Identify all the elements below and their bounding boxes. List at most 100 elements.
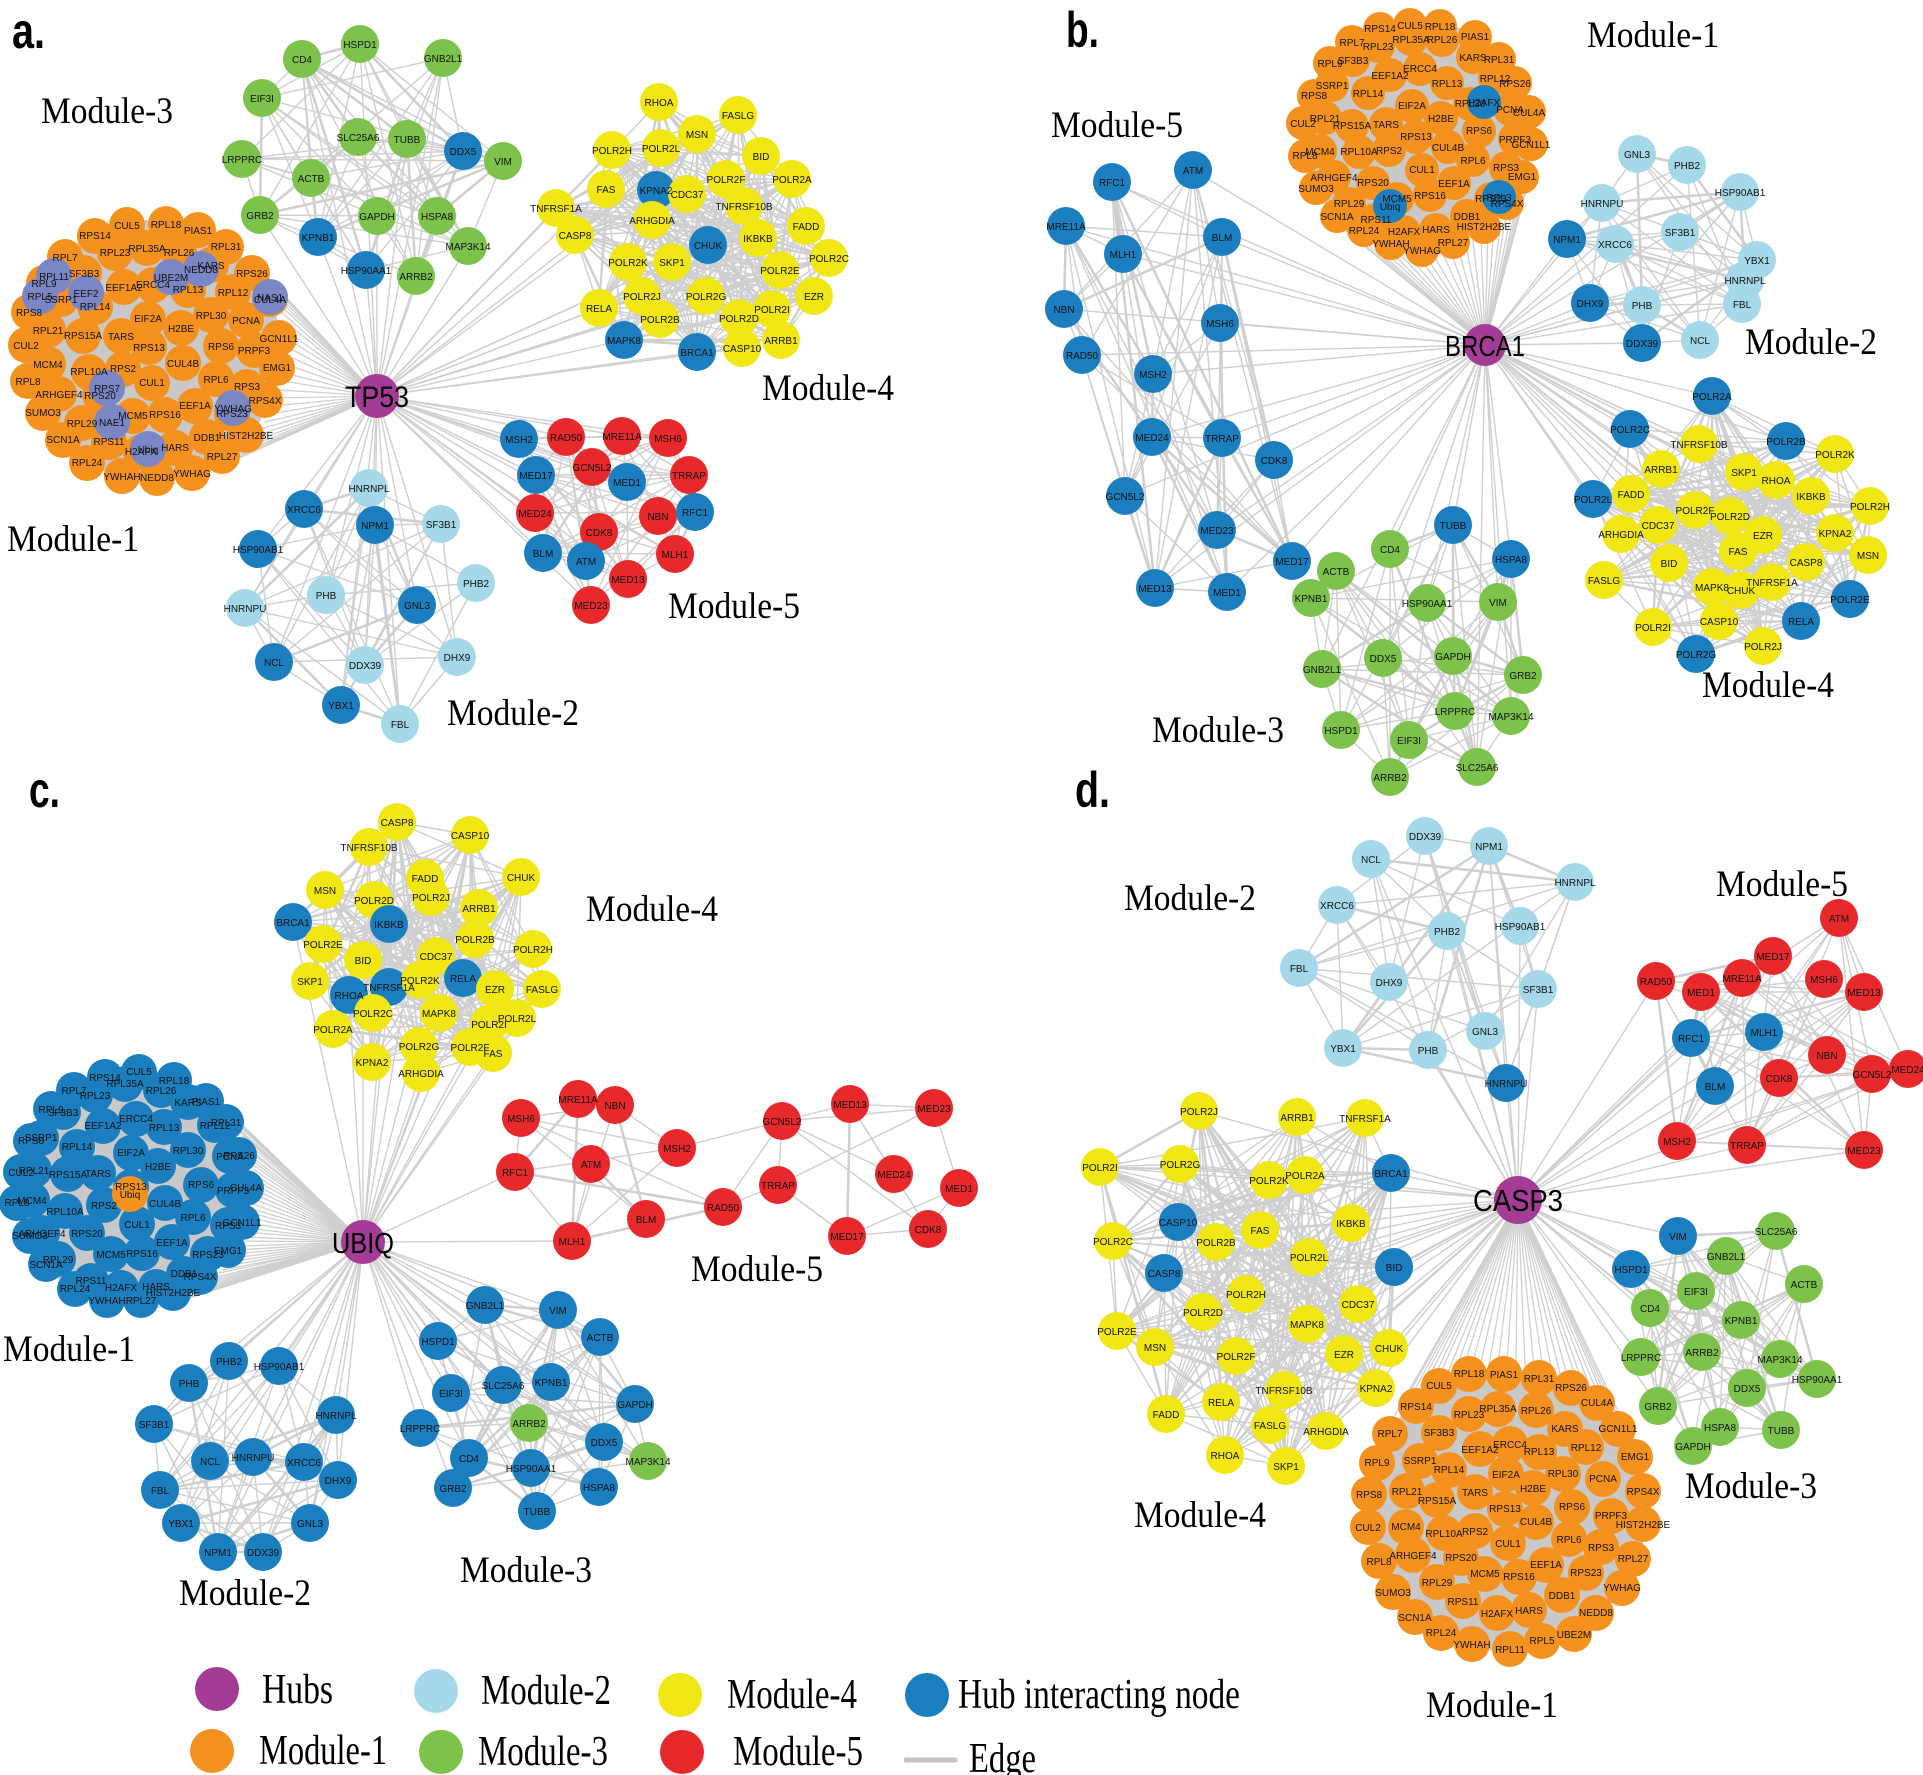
svg-text:Ubiq: Ubiq <box>138 445 159 456</box>
svg-text:HSP90AB1: HSP90AB1 <box>1495 922 1546 933</box>
svg-text:RPL30: RPL30 <box>196 311 227 322</box>
svg-text:RPS4X: RPS4X <box>249 396 282 407</box>
svg-text:NPM1: NPM1 <box>1553 235 1581 246</box>
svg-text:POLR2D: POLR2D <box>719 314 759 325</box>
svg-text:RPL23: RPL23 <box>1363 42 1394 53</box>
svg-text:GAPDH: GAPDH <box>617 1400 653 1411</box>
svg-text:CUL5: CUL5 <box>1397 21 1423 32</box>
svg-text:RPL21: RPL21 <box>19 1166 50 1177</box>
svg-text:GNL3: GNL3 <box>404 601 431 612</box>
svg-text:RPS4X: RPS4X <box>1491 199 1524 210</box>
svg-text:MED24: MED24 <box>1135 433 1169 444</box>
svg-text:RPL35A: RPL35A <box>1392 35 1430 46</box>
svg-text:SSRP1: SSRP1 <box>45 295 78 306</box>
svg-text:GNB2L1: GNB2L1 <box>466 1301 505 1312</box>
svg-text:POLR2G: POLR2G <box>1160 1160 1201 1171</box>
svg-text:RFC1: RFC1 <box>1099 178 1126 189</box>
svg-text:YBX1: YBX1 <box>1744 256 1770 267</box>
svg-text:HSP90AA1: HSP90AA1 <box>341 266 392 277</box>
svg-text:ERCC4: ERCC4 <box>136 280 170 291</box>
svg-text:RPL10A: RPL10A <box>1425 1529 1463 1540</box>
svg-text:NPM1: NPM1 <box>361 521 389 532</box>
svg-text:UBIQ: UBIQ <box>332 1228 394 1260</box>
svg-text:CUL1: CUL1 <box>1495 1539 1521 1550</box>
svg-text:HSP90AB1: HSP90AB1 <box>1715 188 1766 199</box>
svg-text:POLR2C: POLR2C <box>1610 425 1650 436</box>
svg-text:CUL4A: CUL4A <box>230 1183 263 1194</box>
svg-text:GAPDH: GAPDH <box>1675 1442 1711 1453</box>
svg-text:BLM: BLM <box>1705 1082 1726 1093</box>
svg-text:YWHAH: YWHAH <box>88 1296 125 1307</box>
svg-text:RPS8: RPS8 <box>18 1136 45 1147</box>
svg-text:YWHAG: YWHAG <box>1403 246 1441 257</box>
svg-text:CUL4A: CUL4A <box>254 295 287 306</box>
svg-text:HARS: HARS <box>142 1282 170 1293</box>
svg-text:CUL4B: CUL4B <box>1520 1517 1553 1528</box>
svg-text:Module-5: Module-5 <box>733 1729 863 1775</box>
svg-text:TP53: TP53 <box>345 381 409 414</box>
svg-text:POLR2E: POLR2E <box>303 940 343 951</box>
svg-text:RPS2: RPS2 <box>110 364 137 375</box>
svg-text:CUL5: CUL5 <box>1426 1381 1452 1392</box>
svg-text:HNRNPL: HNRNPL <box>315 1411 357 1422</box>
svg-text:RPL9: RPL9 <box>38 1105 63 1116</box>
svg-text:MSH6: MSH6 <box>507 1114 535 1125</box>
svg-text:PIAS1: PIAS1 <box>184 226 213 237</box>
svg-text:c.: c. <box>29 762 60 818</box>
svg-text:RPL23: RPL23 <box>80 1091 111 1102</box>
svg-text:POLR2L: POLR2L <box>1290 1253 1329 1264</box>
svg-text:Module-2: Module-2 <box>1124 878 1256 919</box>
svg-text:Module-3: Module-3 <box>41 91 173 132</box>
svg-text:FAS: FAS <box>597 185 616 196</box>
svg-text:MAPK8: MAPK8 <box>607 336 641 347</box>
svg-text:POLR2F: POLR2F <box>1217 1352 1256 1363</box>
svg-text:SLC25A6: SLC25A6 <box>337 133 380 144</box>
svg-text:CDK8: CDK8 <box>1261 456 1288 467</box>
svg-text:RPS20: RPS20 <box>71 1229 103 1240</box>
svg-text:MED17: MED17 <box>830 1232 864 1243</box>
svg-text:HSPA8: HSPA8 <box>1704 1423 1736 1434</box>
svg-text:TARS: TARS <box>1373 120 1399 131</box>
svg-text:RPL24: RPL24 <box>1349 226 1380 237</box>
svg-text:POLR2C: POLR2C <box>809 254 849 265</box>
svg-text:SLC25A6: SLC25A6 <box>1456 763 1499 774</box>
svg-text:MLH1: MLH1 <box>662 550 689 561</box>
svg-text:MED24: MED24 <box>518 509 552 520</box>
svg-text:ARHGEF4: ARHGEF4 <box>35 390 83 401</box>
svg-text:PIAS1: PIAS1 <box>192 1097 221 1108</box>
svg-text:RPL35A: RPL35A <box>106 1079 144 1090</box>
svg-text:RPS6: RPS6 <box>208 342 235 353</box>
svg-text:RFC1: RFC1 <box>1678 1034 1705 1045</box>
svg-text:BLM: BLM <box>533 549 554 560</box>
svg-text:NAE1: NAE1 <box>99 418 126 429</box>
svg-text:RPS11: RPS11 <box>1361 215 1392 226</box>
svg-text:NCL: NCL <box>1690 336 1710 347</box>
svg-text:POLR2L: POLR2L <box>1574 495 1613 506</box>
svg-text:Module-5: Module-5 <box>1051 105 1183 146</box>
svg-text:RPL21: RPL21 <box>33 326 64 337</box>
svg-text:RPL9: RPL9 <box>1317 59 1342 70</box>
svg-text:PRPF3: PRPF3 <box>1499 135 1532 146</box>
svg-text:TNFRSF1A: TNFRSF1A <box>363 983 415 994</box>
svg-text:Module-1: Module-1 <box>1587 15 1719 56</box>
svg-text:RPL10A: RPL10A <box>70 367 108 378</box>
svg-text:CUL1: CUL1 <box>139 378 165 389</box>
svg-text:SLC25A6: SLC25A6 <box>482 1381 525 1392</box>
svg-text:VIM: VIM <box>494 157 512 168</box>
svg-text:EEF1A2: EEF1A2 <box>84 1121 122 1132</box>
svg-text:CASP10: CASP10 <box>1159 1218 1198 1229</box>
svg-text:Module-2: Module-2 <box>447 693 579 734</box>
svg-text:GNL3: GNL3 <box>1624 150 1651 161</box>
svg-text:DHX9: DHX9 <box>1376 978 1403 989</box>
svg-text:RPL29: RPL29 <box>43 1255 74 1266</box>
svg-text:RELA: RELA <box>1208 1398 1234 1409</box>
svg-text:GNL3: GNL3 <box>1472 1027 1499 1038</box>
svg-text:RPS8: RPS8 <box>16 308 43 319</box>
svg-text:CD4: CD4 <box>1640 1304 1660 1315</box>
svg-text:HNRNPU: HNRNPU <box>1581 199 1624 210</box>
svg-text:ERCC4: ERCC4 <box>1493 1440 1527 1451</box>
svg-text:HNRNPU: HNRNPU <box>232 1453 275 1464</box>
svg-text:CDC37: CDC37 <box>1642 521 1675 532</box>
svg-text:RHOA: RHOA <box>645 98 674 109</box>
svg-text:RPS16: RPS16 <box>126 1249 158 1260</box>
